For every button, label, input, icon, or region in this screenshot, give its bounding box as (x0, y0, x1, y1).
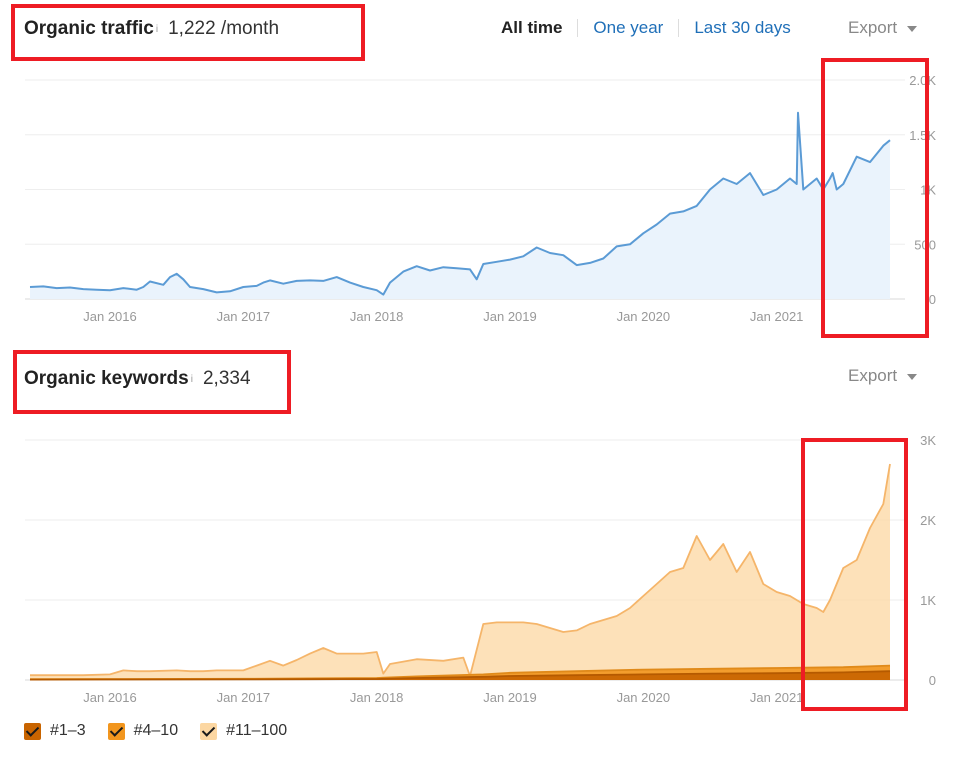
keywords-title: Organic keywords (24, 368, 189, 389)
y-tick-label: 3K (920, 433, 936, 448)
traffic-export-label: Export (848, 18, 898, 37)
traffic-value: 1,222 /month (168, 18, 280, 39)
y-tick-label: 0 (929, 673, 936, 688)
series-line (30, 463, 891, 677)
legend-item-top3[interactable]: #1–3 (24, 722, 86, 740)
x-tick-label: Jan 2019 (483, 690, 537, 705)
chevron-down-icon (907, 25, 918, 32)
traffic-header: Organic traffic i 1,222 /month (24, 14, 279, 44)
highlight-box-keywords-recent (801, 438, 908, 711)
keywords-header: Organic keywords i 2,334 (24, 364, 251, 394)
legend-label: #1–3 (50, 722, 86, 739)
y-tick-label: 1.5K (909, 128, 936, 143)
checkbox-icon[interactable] (200, 722, 218, 740)
legend-label: #11–100 (226, 722, 288, 739)
keywords-legend: #1–3 #4–10 #11–100 (24, 722, 309, 740)
checkbox-icon[interactable] (24, 722, 41, 740)
y-tick-label: 2.0K (909, 73, 936, 88)
range-divider (678, 19, 680, 37)
x-tick-label: Jan 2016 (83, 690, 137, 705)
y-tick-label: 2K (920, 513, 936, 528)
chevron-down-icon (907, 373, 918, 380)
traffic-title: Organic traffic (24, 18, 154, 39)
x-tick-label: Jan 2021 (750, 309, 804, 324)
traffic-info-icon[interactable]: i (155, 23, 159, 35)
keywords-export-label: Export (848, 366, 898, 385)
series-line (29, 670, 891, 681)
y-tick-label: 0 (929, 292, 936, 307)
x-tick-label: Jan 2019 (483, 309, 537, 324)
highlight-box-traffic-recent (821, 58, 929, 338)
y-tick-label: 1K (920, 593, 936, 608)
checkbox-icon[interactable] (107, 722, 125, 740)
keywords-info-icon[interactable]: i (190, 373, 193, 385)
x-tick-label: Jan 2021 (750, 690, 804, 705)
series-area (30, 112, 890, 299)
series-line (29, 111, 891, 296)
x-tick-label: Jan 2020 (617, 309, 671, 324)
legend-label: #4–10 (133, 722, 179, 739)
legend-item-top100[interactable]: #11–100 (200, 722, 287, 740)
traffic-export-button[interactable]: Export (848, 18, 918, 38)
keywords-chart: 0 1K 2K 3K Jan 2016 Jan 2017 Jan 2018 Jan 2019 J… (25, 433, 936, 705)
highlight-box-traffic-title (11, 4, 365, 61)
series-area (30, 464, 890, 680)
range-switcher: All time One year Last 30 days (501, 18, 791, 38)
range-divider (577, 19, 579, 37)
x-tick-label: Jan 2017 (217, 690, 271, 705)
highlight-box-keywords-title (13, 350, 291, 414)
x-tick-label: Jan 2020 (617, 690, 671, 705)
range-last-30-days[interactable]: Last 30 days (694, 18, 791, 37)
keywords-value: 2,334 (202, 368, 251, 389)
range-one-year[interactable]: One year (593, 18, 664, 37)
x-tick-label: Jan 2018 (350, 309, 404, 324)
x-tick-label: Jan 2016 (83, 309, 137, 324)
series-area (30, 671, 890, 680)
x-tick-label: Jan 2018 (350, 690, 404, 705)
range-all-time[interactable]: All time (501, 18, 563, 37)
keywords-export-button[interactable]: Export (848, 366, 918, 386)
legend-item-top10[interactable]: #4–10 (107, 722, 179, 740)
x-tick-label: Jan 2017 (217, 309, 271, 324)
